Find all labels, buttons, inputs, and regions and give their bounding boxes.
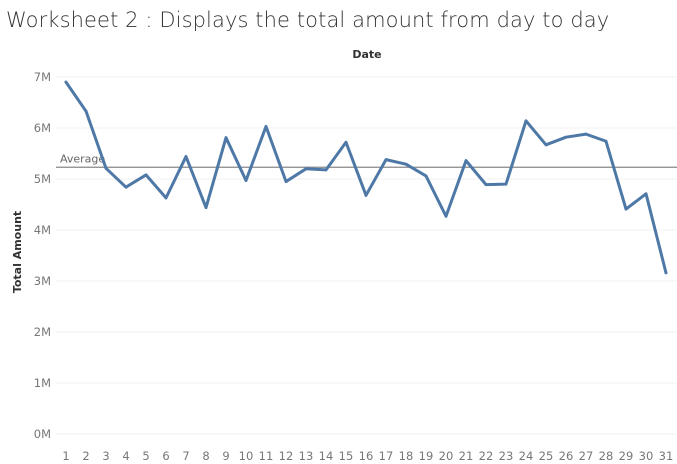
data-point bbox=[184, 155, 188, 158]
gridlines bbox=[56, 76, 677, 435]
x-tick-label: 12 bbox=[279, 449, 294, 463]
data-point bbox=[124, 185, 128, 189]
y-tick-label: 2M bbox=[34, 325, 51, 339]
data-point bbox=[524, 119, 528, 123]
average-label: Average bbox=[60, 152, 105, 165]
x-tick-label: 14 bbox=[319, 449, 334, 463]
data-point bbox=[664, 271, 668, 275]
y-tick-label: 7M bbox=[34, 70, 51, 84]
data-point bbox=[64, 80, 68, 84]
x-tick-label: 2 bbox=[82, 449, 89, 463]
data-point bbox=[604, 139, 608, 143]
y-axis-title: Total Amount bbox=[11, 211, 24, 293]
x-tick-label: 25 bbox=[539, 449, 554, 463]
data-point bbox=[384, 158, 388, 162]
y-tick-label: 0M bbox=[34, 427, 51, 441]
data-point bbox=[264, 125, 268, 128]
data-point bbox=[284, 180, 288, 183]
data-point bbox=[84, 109, 88, 113]
series-line bbox=[64, 80, 668, 275]
data-point bbox=[584, 132, 588, 136]
x-tick-label: 19 bbox=[419, 449, 434, 463]
y-tick-label: 5M bbox=[34, 172, 51, 186]
x-axis-ticks: 1 2 3 4 5 6 7 8 9 10 11 12 13 14 15 16 17 18 19 20 21 22 23 24 2… bbox=[62, 449, 673, 463]
data-point bbox=[364, 193, 368, 197]
x-tick-label: 11 bbox=[259, 449, 274, 463]
data-point bbox=[164, 196, 168, 200]
data-point bbox=[504, 182, 508, 186]
x-tick-label: 24 bbox=[519, 449, 534, 463]
x-tick-label: 16 bbox=[359, 449, 374, 463]
y-tick-label: 4M bbox=[34, 223, 51, 237]
x-tick-label: 20 bbox=[439, 449, 454, 463]
x-tick-label: 3 bbox=[102, 449, 109, 463]
chart-title: Worksheet 2 : Displays the total amount … bbox=[6, 8, 610, 32]
x-tick-label: 13 bbox=[299, 449, 314, 463]
x-tick-label: 26 bbox=[559, 449, 574, 463]
x-tick-label: 23 bbox=[499, 449, 514, 463]
x-axis-title: Date bbox=[352, 48, 381, 61]
x-tick-label: 17 bbox=[379, 449, 394, 463]
x-tick-label: 18 bbox=[399, 449, 414, 463]
data-point bbox=[624, 207, 628, 211]
x-tick-label: 21 bbox=[459, 449, 474, 463]
y-tick-label: 1M bbox=[34, 376, 51, 390]
x-tick-label: 10 bbox=[239, 449, 254, 463]
x-tick-label: 5 bbox=[142, 449, 149, 463]
data-point bbox=[304, 167, 308, 171]
data-point bbox=[404, 162, 408, 166]
x-tick-label: 30 bbox=[639, 449, 654, 463]
x-tick-label: 1 bbox=[62, 449, 69, 463]
y-axis-ticks: 0M 1M 2M 3M 4M 5M 6M 7M bbox=[34, 70, 51, 441]
x-tick-label: 31 bbox=[659, 449, 674, 463]
x-tick-label: 27 bbox=[579, 449, 594, 463]
data-point bbox=[204, 206, 208, 209]
data-point bbox=[424, 174, 428, 178]
data-point bbox=[224, 136, 228, 140]
x-tick-label: 29 bbox=[619, 449, 634, 463]
data-point bbox=[644, 192, 648, 196]
data-point bbox=[484, 183, 488, 187]
data-point bbox=[104, 166, 108, 170]
data-point bbox=[464, 159, 468, 163]
data-point bbox=[244, 179, 248, 182]
data-point bbox=[344, 140, 348, 144]
y-tick-label: 3M bbox=[34, 274, 51, 288]
average-reference-line: Average bbox=[56, 152, 677, 168]
series-group bbox=[64, 80, 668, 275]
x-tick-label: 22 bbox=[479, 449, 494, 463]
data-point bbox=[544, 143, 548, 147]
x-tick-label: 6 bbox=[162, 449, 169, 463]
data-point bbox=[444, 214, 448, 218]
y-tick-label: 6M bbox=[34, 121, 51, 135]
x-tick-label: 15 bbox=[339, 449, 354, 463]
data-point bbox=[324, 168, 328, 172]
x-tick-label: 9 bbox=[222, 449, 229, 463]
x-tick-label: 28 bbox=[599, 449, 614, 463]
data-point bbox=[144, 173, 148, 177]
x-tick-label: 7 bbox=[182, 449, 189, 463]
data-point bbox=[564, 135, 568, 139]
x-tick-label: 8 bbox=[202, 449, 209, 463]
x-tick-label: 4 bbox=[122, 449, 129, 463]
